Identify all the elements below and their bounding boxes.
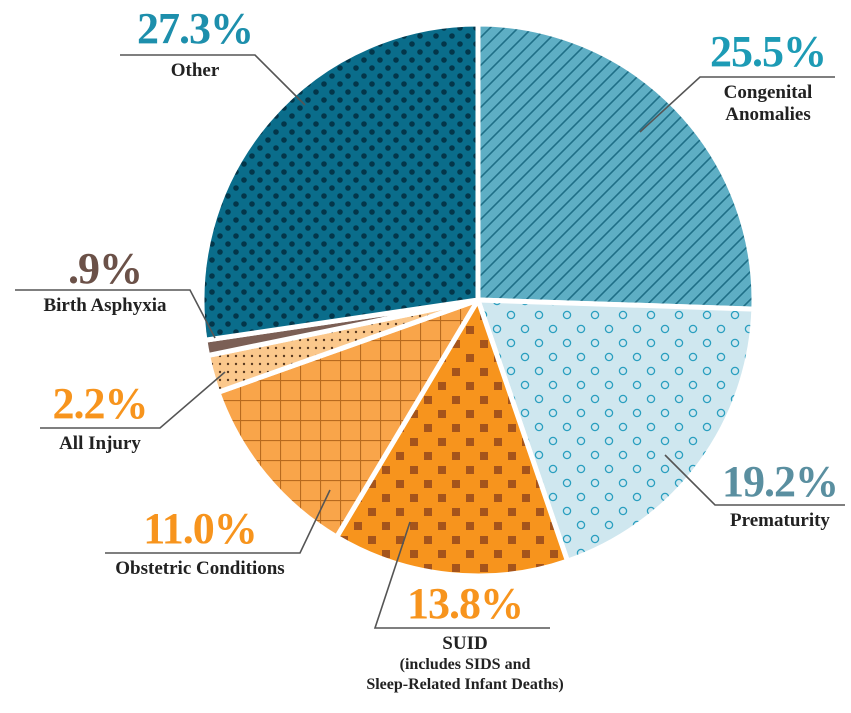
slice-pattern <box>217 300 479 538</box>
slice-pattern <box>478 24 755 310</box>
category-label: Obstetric Conditions <box>115 558 285 579</box>
value-label: .9% <box>68 244 143 293</box>
category-label: Other <box>170 60 220 81</box>
slice-border <box>199 21 481 343</box>
category-label: Prematurity <box>730 510 830 531</box>
category-label: Birth Asphyxia <box>43 295 167 316</box>
category-label: SUID <box>442 633 488 654</box>
leader-line <box>373 521 550 629</box>
leader-line <box>15 289 216 339</box>
slice-border <box>475 21 757 312</box>
value-label: 11.0% <box>143 504 258 553</box>
leader-line <box>105 489 331 554</box>
value-label: 2.2% <box>52 379 149 428</box>
slice-border <box>475 297 757 564</box>
annotation: (includes SIDS and <box>399 656 531 673</box>
slice-border <box>215 297 481 540</box>
value-label: 13.8% <box>407 579 524 628</box>
leader-line <box>120 54 306 106</box>
annotation: Sleep-Related Infant Deaths) <box>366 676 564 693</box>
category-label: All Injury <box>59 433 141 454</box>
category-label: Congenital Anomalies <box>723 82 813 125</box>
value-label: 27.3% <box>137 4 254 53</box>
leader-line <box>40 371 226 429</box>
value-label: 19.2% <box>722 457 839 506</box>
slice-border <box>334 297 570 579</box>
value-label: 25.5% <box>710 27 827 76</box>
leader-line <box>639 76 835 133</box>
slice-pattern <box>336 300 568 577</box>
leader-line <box>664 454 845 506</box>
slice-pattern <box>201 24 478 341</box>
